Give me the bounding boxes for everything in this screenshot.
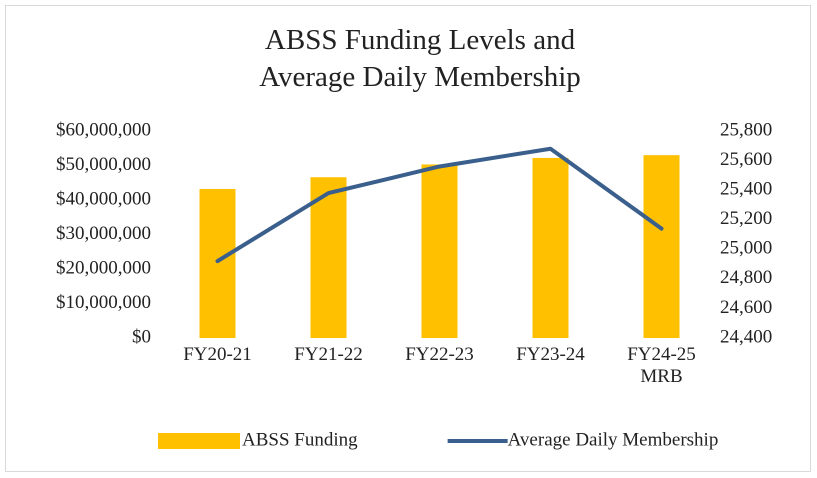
bar (421, 164, 458, 338)
x-tick-label: FY24-25 MRB (627, 344, 696, 387)
y-tick-label: $50,000,000 (56, 154, 151, 175)
x-tick-label: FY23-24 (516, 344, 585, 365)
y2-tick-label: 25,600 (720, 149, 772, 170)
legend-label: Average Daily Membership (508, 429, 719, 450)
y-tick-label: $30,000,000 (56, 223, 151, 244)
y2-tick-label: 24,600 (720, 297, 772, 318)
bar (199, 188, 236, 338)
line (215, 146, 664, 264)
x-tick-label: FY20-21 (183, 344, 252, 365)
y-tick-label: $0 (132, 326, 151, 347)
bar (643, 155, 680, 338)
y2-tick-label: 24,800 (720, 267, 772, 288)
x-tick-label: FY21-22 (294, 344, 363, 365)
y-tick-label: $60,000,000 (56, 119, 151, 140)
y2-tick-label: 25,800 (720, 119, 772, 140)
bar (310, 177, 347, 338)
x-tick-label: FY22-23 (405, 344, 474, 365)
y2-tick-label: 25,000 (720, 238, 772, 259)
legend-label: ABSS Funding (242, 429, 358, 450)
y2-tick-label: 25,400 (720, 179, 772, 200)
y2-tick-label: 25,200 (720, 208, 772, 229)
y-tick-label: $40,000,000 (56, 188, 151, 209)
bar (532, 157, 569, 338)
y-tick-label: $10,000,000 (56, 292, 151, 313)
chart-title: ABSS Funding Levels and Average Daily Me… (259, 24, 581, 93)
legend-swatch (158, 433, 240, 449)
y2-tick-label: 24,400 (720, 326, 772, 347)
y-tick-label: $20,000,000 (56, 257, 151, 278)
